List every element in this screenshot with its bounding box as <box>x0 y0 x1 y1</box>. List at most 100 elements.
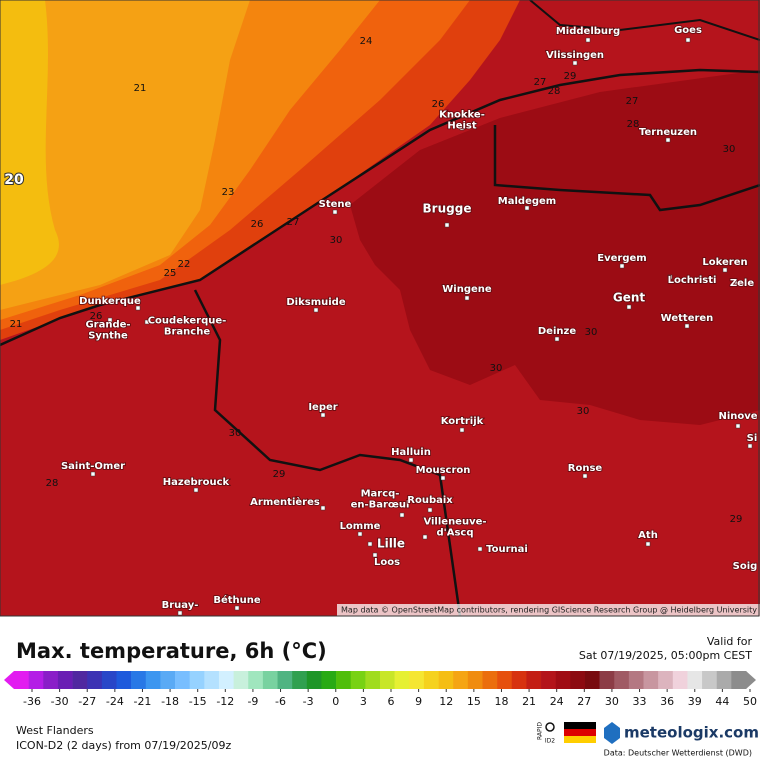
place-marker <box>459 427 465 433</box>
legend-swatch <box>511 671 527 689</box>
title: Max. temperature, 6h (°C) <box>16 639 327 663</box>
place-marker <box>320 412 326 418</box>
place-label: Armentières <box>250 496 320 508</box>
legend-tick-label: 0 <box>332 695 339 708</box>
legend-swatch <box>555 671 571 689</box>
legend-swatch <box>409 671 425 689</box>
legend-swatch <box>365 671 381 689</box>
legend-swatch <box>467 671 483 689</box>
place-marker <box>477 546 483 552</box>
contour-label: 29 <box>730 514 743 525</box>
place-marker <box>422 534 428 540</box>
place-label: Branche <box>164 327 210 338</box>
legend-tick-label: -3 <box>303 695 314 708</box>
place-marker <box>645 541 651 547</box>
legend-swatch <box>497 671 513 689</box>
flag-black <box>564 722 596 729</box>
place-marker <box>735 423 741 429</box>
legend-tick-label: 15 <box>467 695 481 708</box>
place-marker <box>399 512 405 518</box>
contour-label: 27 <box>534 77 547 88</box>
place-label: Diksmuide <box>286 297 345 308</box>
legend-tick-label: -12 <box>216 695 234 708</box>
place-label: Hazebrouck <box>163 477 230 488</box>
place-label: Wingene <box>442 284 492 295</box>
contour-label: 30 <box>723 144 736 155</box>
legend-swatch <box>702 671 718 689</box>
place-label: Saint-Omer <box>61 461 125 472</box>
legend-tick-label: 50 <box>743 695 757 708</box>
place-marker <box>234 605 240 611</box>
contour-label: 25 <box>164 268 177 279</box>
place-label: Wetteren <box>661 313 714 324</box>
legend-swatch <box>87 671 103 689</box>
legend-swatch <box>101 671 117 689</box>
place-label: Ath <box>638 530 658 541</box>
place-marker <box>367 541 373 547</box>
place-label: Synthe <box>88 331 128 342</box>
map-frame <box>0 0 760 617</box>
contour-label: 30 <box>229 428 242 439</box>
legend-tick-label: -36 <box>23 695 41 708</box>
legend-swatch <box>116 671 132 689</box>
legend-swatch <box>262 671 278 689</box>
legend-tick-label: 44 <box>715 695 729 708</box>
legend-swatch <box>277 671 293 689</box>
place-marker <box>90 471 96 477</box>
rapid-label: RAPID <box>537 722 544 740</box>
legend-swatch <box>350 671 366 689</box>
legend-swatch <box>438 671 454 689</box>
legend-tick-label: 36 <box>660 695 674 708</box>
estuary-line <box>529 0 760 41</box>
legend-swatch <box>14 671 29 689</box>
legend-swatch <box>189 671 205 689</box>
place-label: Knokke- <box>439 110 485 121</box>
place-marker <box>685 37 691 43</box>
place-marker <box>747 443 753 449</box>
place-marker <box>722 267 728 273</box>
sea-band-4 <box>0 0 250 310</box>
legend-swatch <box>628 671 644 689</box>
place-label: Soig <box>733 561 758 572</box>
place-marker <box>427 507 433 513</box>
model-code: ID2 <box>545 738 555 745</box>
place-marker <box>665 137 671 143</box>
contour-label: 28 <box>627 119 640 130</box>
place-marker <box>667 274 673 280</box>
place-label: Ieper <box>308 402 337 413</box>
legend-tick-label: 21 <box>522 695 536 708</box>
place-label: Coudekerque- <box>148 316 227 327</box>
legend-tick-label: -27 <box>78 695 96 708</box>
place-label: Tournai <box>486 544 528 555</box>
model-run: ICON-D2 (2 days) from 07/19/2025/09z <box>16 739 231 752</box>
border-be-nl <box>493 125 760 212</box>
legend-tick-label: -21 <box>133 695 151 708</box>
place-label: Gent <box>613 291 646 305</box>
place-marker <box>684 323 690 329</box>
place-marker <box>619 263 625 269</box>
legend-swatch <box>336 671 352 689</box>
place-marker <box>408 457 414 463</box>
border-fr-be <box>193 289 462 617</box>
legend-swatch <box>248 671 264 689</box>
legend-swatch <box>672 671 688 689</box>
footer: Max. temperature, 6h (°C) Valid for Sat … <box>16 635 759 758</box>
contour-label: 21 <box>10 319 23 330</box>
place-marker <box>313 307 319 313</box>
place-marker <box>177 610 183 616</box>
place-label: Stene <box>319 199 352 210</box>
brand: meteologix.com <box>624 724 759 742</box>
contour-label: 26 <box>90 311 103 322</box>
legend-tick-label: -24 <box>106 695 124 708</box>
place-label: Halluin <box>391 447 431 458</box>
place-marker <box>626 304 632 310</box>
region: West Flanders <box>16 724 94 737</box>
place-label: Mouscron <box>416 465 471 476</box>
flag-red <box>564 729 596 736</box>
legend-tick-label: 33 <box>633 695 647 708</box>
place-marker <box>524 205 530 211</box>
place-label: Middelburg <box>556 26 620 37</box>
legend-swatch <box>482 671 498 689</box>
